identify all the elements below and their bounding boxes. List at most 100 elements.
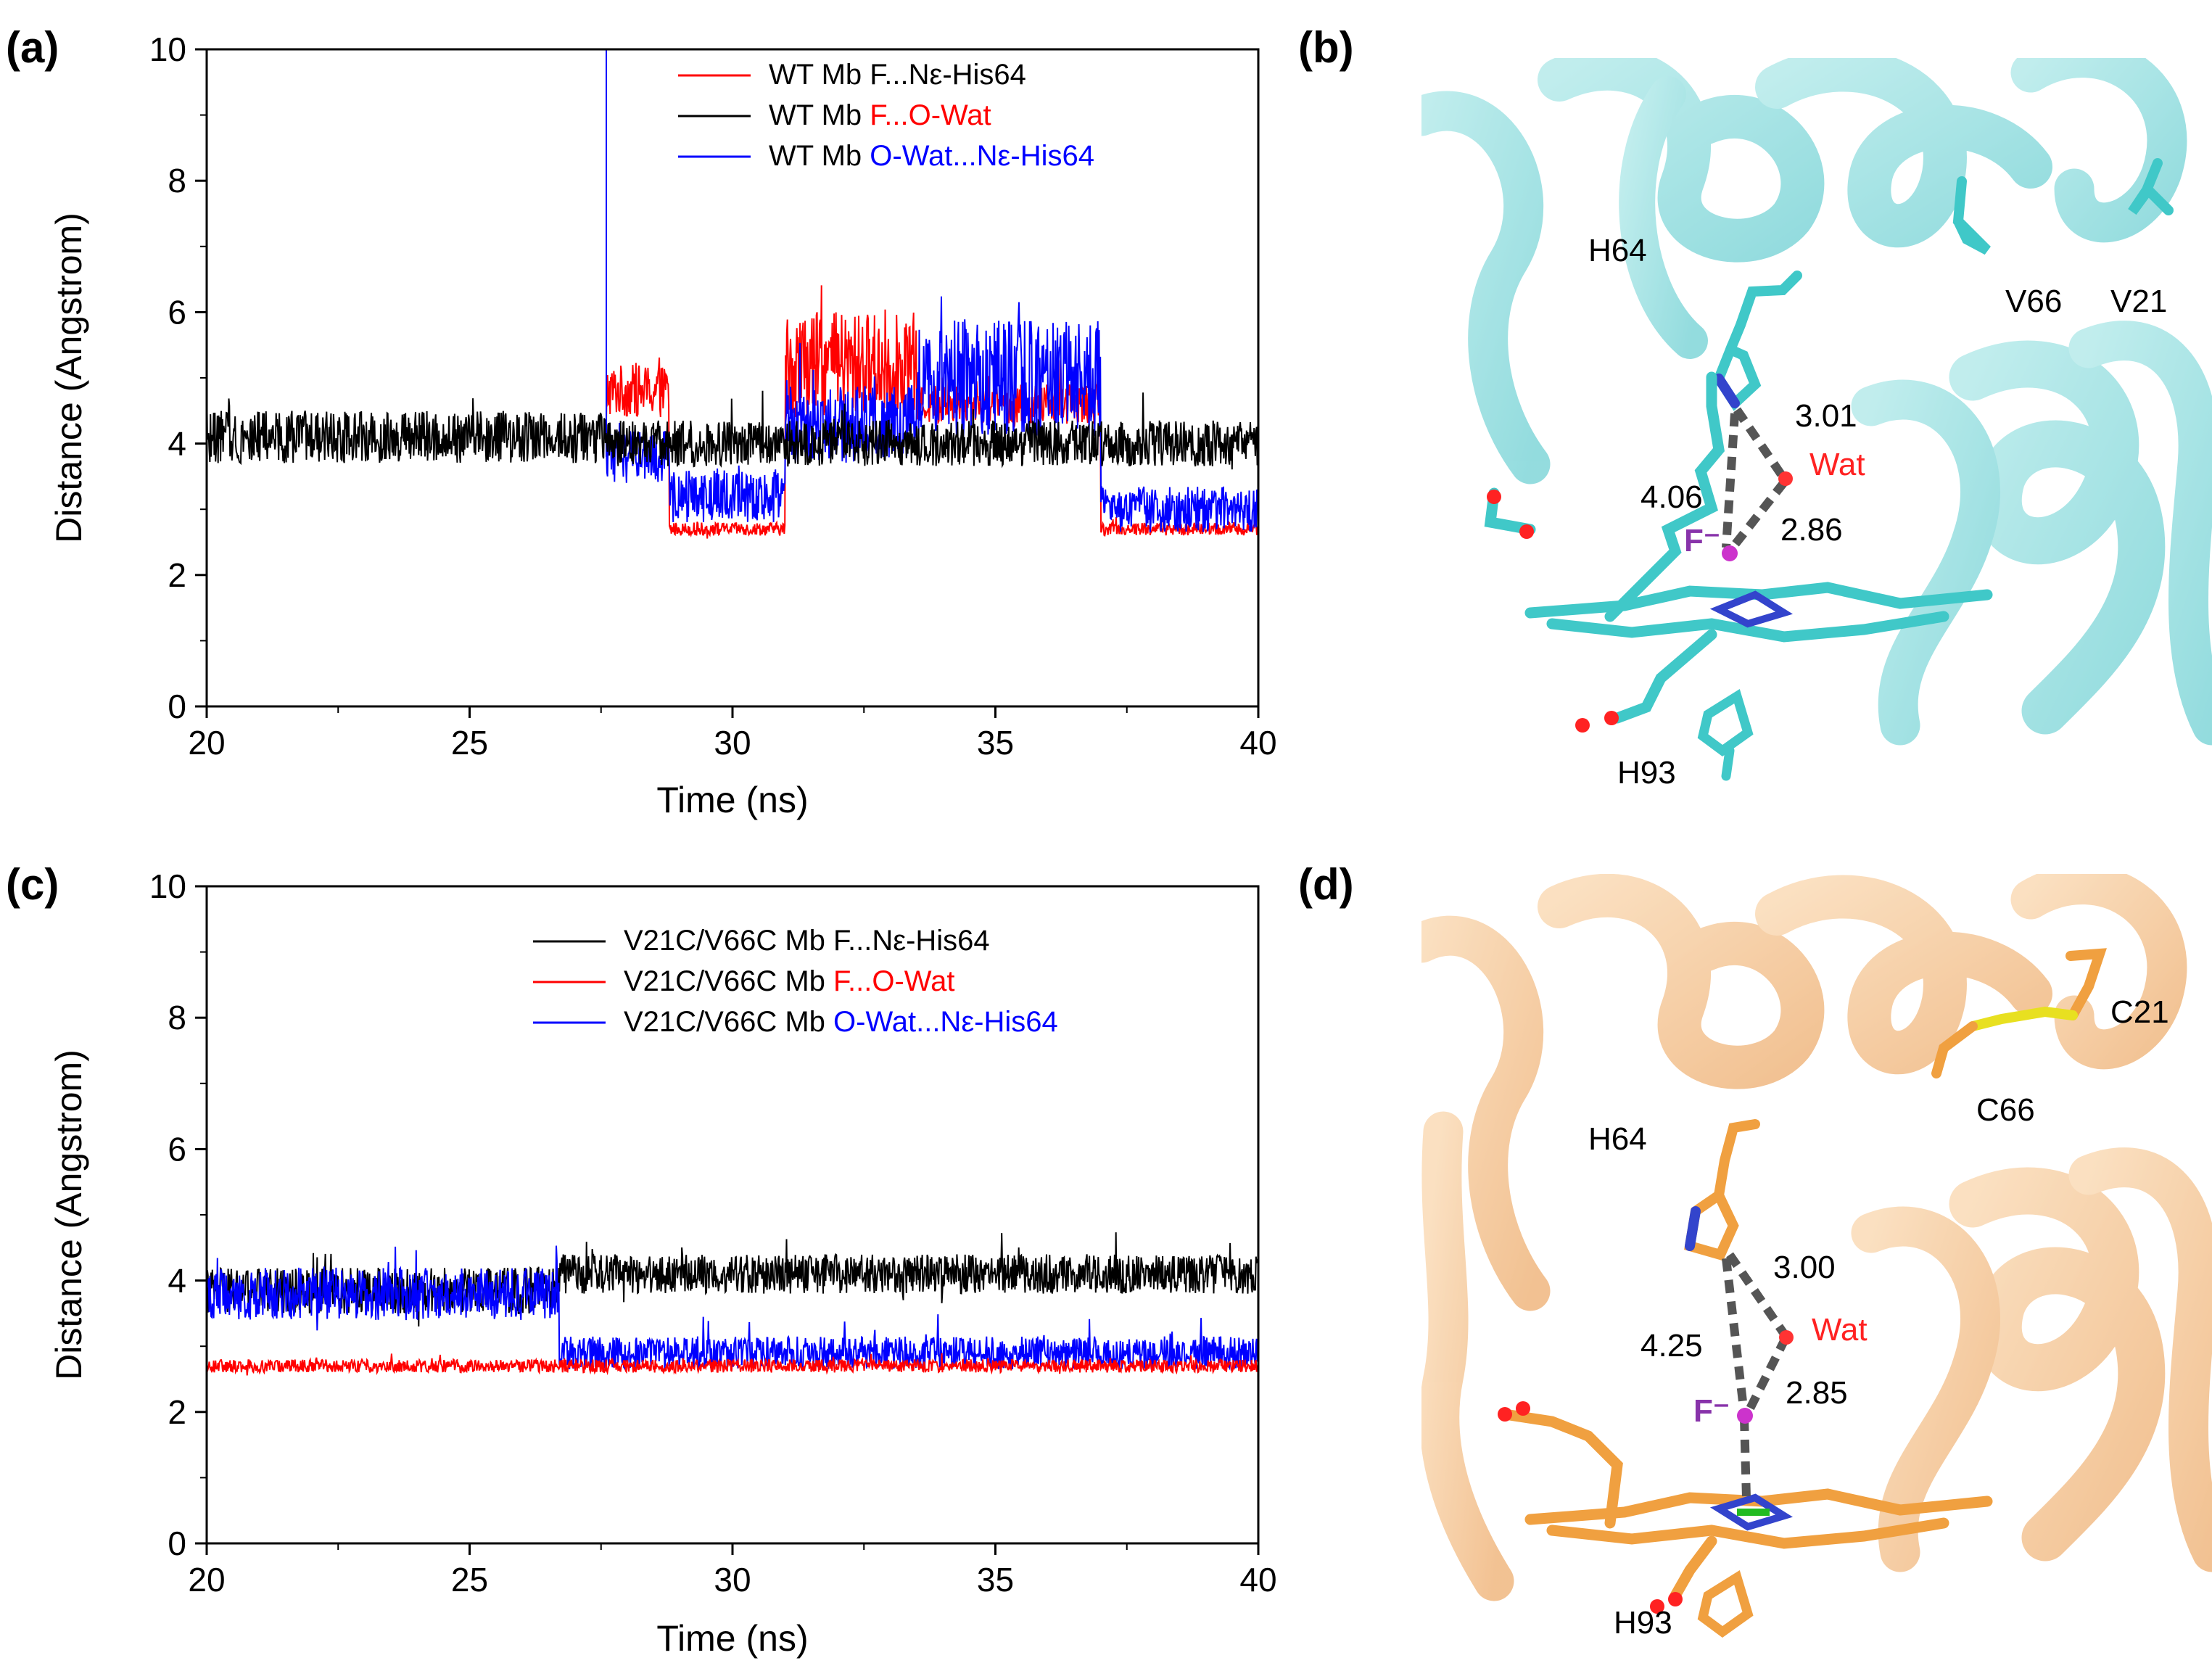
chart-c-xtick-label: 25 xyxy=(451,1561,488,1598)
panel-label-a: (a) xyxy=(6,23,59,72)
chart-a-legend-prefix: WT Mb xyxy=(769,99,870,131)
chart-c-legend-suffix: F...O-Wat xyxy=(833,965,954,997)
chart-c-xtick-label: 40 xyxy=(1239,1561,1276,1598)
chart-a-legend-suffix: O-Wat...Nε-His64 xyxy=(870,140,1094,172)
structure-b-oxygens xyxy=(1487,490,1619,733)
chart-c-legend-suffix: F...Nε-His64 xyxy=(833,925,990,957)
chart-c-legend-suffix: O-Wat...Nε-His64 xyxy=(833,1006,1058,1038)
structure-d-h93 xyxy=(1697,1569,1754,1638)
chart-c-series xyxy=(207,1232,1258,1376)
chart-a-xtick-label: 35 xyxy=(977,724,1014,762)
panel-label-c: (c) xyxy=(6,860,59,909)
structure-d-dist-his-f: 4.25 xyxy=(1641,1328,1703,1364)
structure-b-heme xyxy=(1484,371,1993,724)
chart-c-legend-prefix: V21C/V66C Mb xyxy=(624,965,833,997)
chart-a-xtick-label: 25 xyxy=(451,724,488,762)
structure-b-label-v66: V66 xyxy=(2005,284,2062,319)
chart-a-ytick-label: 6 xyxy=(168,293,186,331)
structure-d-heme-n xyxy=(1709,1493,1794,1531)
chart-a-ylabel: Distance (Angstrom) xyxy=(49,213,89,543)
structure-d-label-h93: H93 xyxy=(1614,1605,1672,1641)
structure-b-heme-n xyxy=(1709,590,1794,628)
structure-d-label-fluoride: F⁻ xyxy=(1693,1393,1730,1429)
chart-c-legend-prefix: V21C/V66C Mb xyxy=(624,925,833,957)
chart-c-ytick-label: 0 xyxy=(168,1525,186,1562)
chart-c-series-0 xyxy=(207,1232,1258,1327)
chart-c-ticks: 20 25 30 35 40 0 2 4 6 8 10 xyxy=(149,867,1277,1598)
chart-a-legend-label: WT Mb F...Nε-His64 xyxy=(769,59,1026,91)
chart-c-series-2 xyxy=(207,1245,1258,1371)
chart-a-series-2 xyxy=(606,49,1258,532)
structure-b xyxy=(1421,58,2212,781)
structure-d-dist-wat-f: 2.85 xyxy=(1786,1375,1848,1411)
structure-b-h64 xyxy=(1713,271,1802,411)
chart-c-legend-label: V21C/V66C Mb F...Nε-His64 xyxy=(624,925,990,957)
chart-a-ytick-label: 4 xyxy=(168,425,186,463)
chart-a-xlabel: Time (ns) xyxy=(656,780,808,820)
chart-a-ytick-label: 10 xyxy=(149,30,186,68)
chart-a-legend-label: WT Mb O-Wat...Nε-His64 xyxy=(769,140,1094,172)
chart-a-ytick-label: 8 xyxy=(168,162,186,199)
chart-a-xtick-label: 40 xyxy=(1239,724,1276,762)
chart-a-legend-suffix: F...Nε-His64 xyxy=(870,59,1026,91)
structure-b-ribbons xyxy=(1421,58,2212,746)
chart-a-legend-prefix: WT Mb xyxy=(769,140,870,172)
structure-b-dist-his-f: 4.06 xyxy=(1641,479,1703,515)
panel-label-b: (b) xyxy=(1298,23,1354,72)
structure-b-dist-his-wat: 3.01 xyxy=(1795,398,1857,434)
structure-d-ribbons xyxy=(1421,874,2212,1601)
structure-d-label-wat: Wat xyxy=(1812,1312,1868,1348)
structure-d-labels: H64 C66 C21 H93 3.00 4.25 2.85 Wat F⁻ xyxy=(1588,994,2169,1641)
chart-a-legend-prefix: WT Mb xyxy=(769,59,870,91)
chart-c-ylabel: Distance (Angstrom) xyxy=(49,1049,89,1380)
chart-c-xlabel: Time (ns) xyxy=(656,1618,808,1659)
structure-b-label-v21: V21 xyxy=(2110,284,2167,319)
chart-a-series-1 xyxy=(207,380,1258,470)
panel-label-d: (d) xyxy=(1298,860,1354,909)
chart-a-series xyxy=(207,49,1258,539)
structure-b-h93 xyxy=(1697,688,1754,781)
chart-c-xtick-label: 20 xyxy=(188,1561,225,1598)
chart-a-legend-label: WT Mb F...O-Wat xyxy=(769,99,991,131)
structure-d-label-h64: H64 xyxy=(1588,1121,1647,1157)
structure-b-side-chains xyxy=(1952,158,2174,255)
structure-b-contacts xyxy=(1722,407,1788,554)
structure-d-disulfide xyxy=(1931,948,2107,1078)
chart-a: 20 25 30 35 40 0 2 4 6 8 10 Time (ns) Distance (An… xyxy=(49,30,1277,820)
structure-b-water-atom xyxy=(1778,471,1793,486)
structure-d xyxy=(1421,874,2212,1638)
chart-a-xtick-label: 20 xyxy=(188,724,225,762)
structure-b-label-h64: H64 xyxy=(1588,233,1647,268)
chart-a-ytick-label: 2 xyxy=(168,556,186,594)
chart-a-ticks: 20 25 30 35 40 0 2 4 6 8 10 xyxy=(149,30,1277,762)
chart-c-ytick-label: 8 xyxy=(168,999,186,1036)
structure-d-water-atom xyxy=(1779,1330,1794,1345)
chart-c-legend-label: V21C/V66C Mb O-Wat...Nε-His64 xyxy=(624,1006,1058,1038)
structure-d-contacts xyxy=(1722,1252,1790,1498)
chart-c-xtick-label: 35 xyxy=(977,1561,1014,1598)
structure-d-h64 xyxy=(1684,1119,1760,1261)
structure-b-labels: H64 V66 V21 H93 3.01 4.06 2.86 Wat F⁻ xyxy=(1588,233,2167,791)
chart-a-xtick-label: 30 xyxy=(714,724,751,762)
chart-c-ytick-label: 10 xyxy=(149,867,186,905)
structure-d-fluoride-atom xyxy=(1737,1408,1753,1424)
structure-b-label-h93: H93 xyxy=(1617,755,1676,791)
structure-b-label-wat: Wat xyxy=(1809,447,1865,482)
chart-c-xtick-label: 30 xyxy=(714,1561,751,1598)
chart-c-legend-label: V21C/V66C Mb F...O-Wat xyxy=(624,965,954,997)
chart-c-ytick-label: 4 xyxy=(168,1262,186,1300)
chart-a-ytick-label: 0 xyxy=(168,688,186,725)
chart-a-legend-suffix: F...O-Wat xyxy=(870,99,991,131)
chart-c: 20 25 30 35 40 0 2 4 6 8 10 Time (ns) Distance (An… xyxy=(49,867,1277,1659)
structure-b-label-fluoride: F⁻ xyxy=(1684,523,1720,558)
chart-c-legend-prefix: V21C/V66C Mb xyxy=(624,1006,833,1038)
structure-d-dist-his-wat: 3.00 xyxy=(1773,1250,1836,1285)
structure-d-label-c21: C21 xyxy=(2110,994,2169,1030)
chart-c-ytick-label: 6 xyxy=(168,1130,186,1168)
structure-b-dist-wat-f: 2.86 xyxy=(1780,512,1843,548)
chart-c-series-1 xyxy=(207,1353,1258,1376)
structure-d-oxygens xyxy=(1498,1401,1683,1614)
